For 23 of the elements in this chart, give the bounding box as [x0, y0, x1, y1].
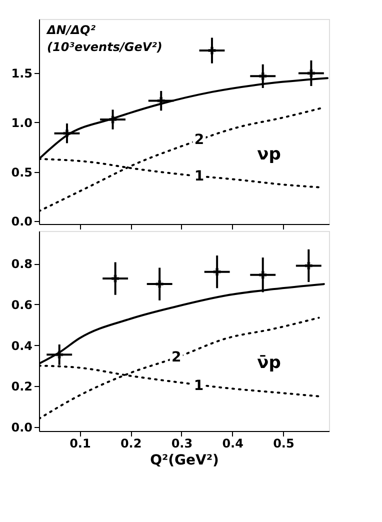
x-tick-label: 0.1 [70, 436, 91, 450]
annotation: (10³events/GeV²) [47, 40, 162, 54]
annotation: 2 [171, 350, 182, 366]
y-tick-label: 0.4 [11, 338, 32, 353]
x-tick-label: 0.2 [120, 436, 142, 450]
x-tick-label: 0.3 [171, 436, 193, 450]
annotation: 1 [194, 168, 204, 185]
annotation: 1 [194, 378, 204, 394]
x-axis-title: Q²(GeV²) [150, 452, 219, 468]
x-tick-label: 0.4 [222, 436, 244, 450]
x-tick-label: 0.5 [273, 436, 294, 450]
y-tick-label: 0.8 [11, 257, 32, 272]
y-tick-label: 1.5 [11, 66, 32, 81]
annotation: 2 [194, 132, 204, 148]
annotation: νp [257, 144, 281, 164]
y-tick-label: 0.0 [11, 214, 32, 229]
y-tick-label: 1.0 [11, 116, 32, 130]
y-tick-label: 0.6 [11, 298, 32, 312]
annotation: ν̄p [257, 353, 281, 373]
y-tick-label: 0.0 [11, 420, 32, 434]
y-tick-label: 0.2 [11, 380, 32, 394]
annotation: ΔN/ΔQ² [46, 23, 96, 37]
y-tick-label: 0.5 [11, 165, 32, 180]
